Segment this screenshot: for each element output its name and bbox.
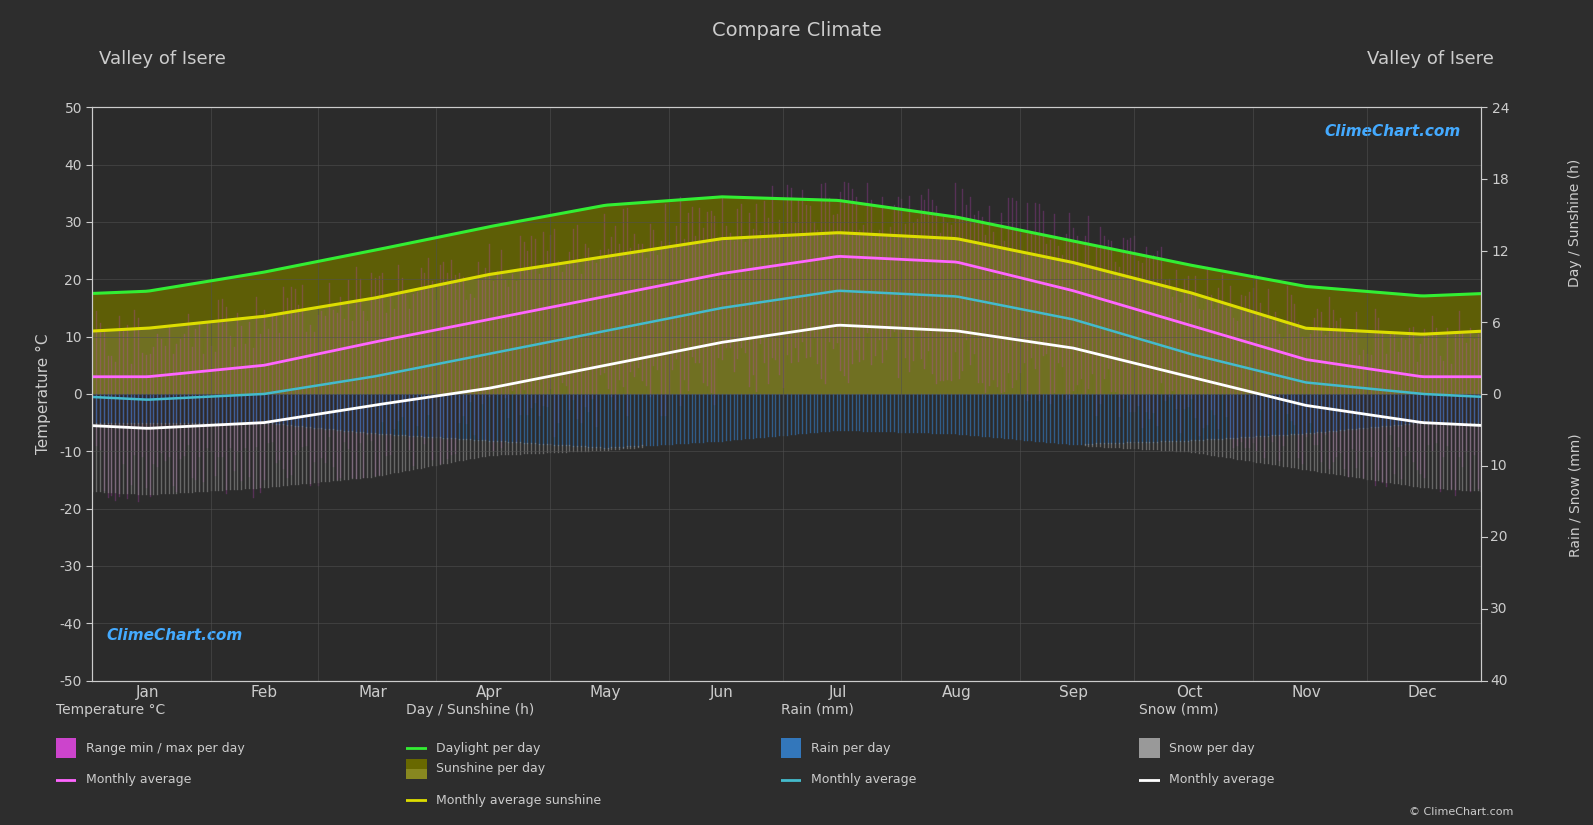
Text: 40: 40: [1489, 674, 1507, 687]
Text: Rain per day: Rain per day: [811, 742, 890, 755]
Text: Rain (mm): Rain (mm): [781, 703, 854, 717]
Text: Monthly average: Monthly average: [86, 773, 191, 786]
Y-axis label: Temperature °C: Temperature °C: [37, 333, 51, 455]
Text: Snow (mm): Snow (mm): [1139, 703, 1219, 717]
Text: Monthly average: Monthly average: [1169, 773, 1274, 786]
Text: Day / Sunshine (h): Day / Sunshine (h): [406, 703, 535, 717]
Text: Temperature °C: Temperature °C: [56, 703, 166, 717]
Text: 30: 30: [1489, 602, 1507, 616]
Text: 20: 20: [1489, 530, 1507, 544]
Text: © ClimeChart.com: © ClimeChart.com: [1408, 807, 1513, 817]
Text: Range min / max per day: Range min / max per day: [86, 742, 245, 755]
Text: Compare Climate: Compare Climate: [712, 21, 881, 40]
Text: Monthly average: Monthly average: [811, 773, 916, 786]
Text: ClimeChart.com: ClimeChart.com: [1324, 125, 1461, 139]
Text: Day / Sunshine (h): Day / Sunshine (h): [1569, 158, 1582, 287]
Text: Valley of Isere: Valley of Isere: [1367, 50, 1494, 68]
Text: ClimeChart.com: ClimeChart.com: [107, 629, 242, 644]
Text: Snow per day: Snow per day: [1169, 742, 1255, 755]
Text: Sunshine per day: Sunshine per day: [436, 762, 546, 776]
Text: 10: 10: [1489, 459, 1507, 473]
Text: Daylight per day: Daylight per day: [436, 742, 542, 755]
Text: Valley of Isere: Valley of Isere: [99, 50, 226, 68]
Text: Rain / Snow (mm): Rain / Snow (mm): [1569, 433, 1582, 557]
Text: Monthly average sunshine: Monthly average sunshine: [436, 794, 602, 807]
